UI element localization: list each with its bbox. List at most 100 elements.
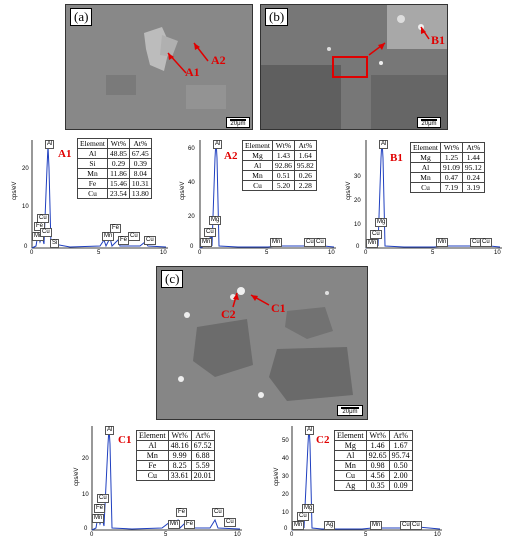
callout-C2: C2 <box>221 307 236 321</box>
peak-label-Cu: Cu <box>480 238 492 247</box>
table-row: Al 92.86 95.82 <box>242 160 317 171</box>
spectrum-B1-ytick: 0 <box>356 244 360 250</box>
panel-label-c: (c) <box>161 270 184 288</box>
table-row: Cu 7.19 3.19 <box>410 182 485 193</box>
table-header-cell: Element <box>242 140 273 151</box>
table-cell: Al <box>136 440 169 451</box>
table-header-cell: Wt% <box>440 142 463 153</box>
table-cell: 0.50 <box>388 460 413 471</box>
table-row: Ag 0.35 0.09 <box>334 480 413 491</box>
table-cell: 95.74 <box>388 450 413 461</box>
spectrum-B1-xtick: 0 <box>364 250 368 256</box>
table-header-cell: Element <box>77 138 108 149</box>
spectrum-A2-title: A2 <box>224 150 238 162</box>
peak-label-Cu: Cu <box>314 238 326 247</box>
scale-bar-a-text: 20μm <box>230 121 246 127</box>
peak-label-Mn: Mn <box>92 514 105 523</box>
spectrum-A2-ytick: 60 <box>188 146 195 152</box>
table-header-cell: At% <box>461 142 485 153</box>
peak-label-Mn: Mn <box>436 238 449 247</box>
table-row: Mg 1.46 1.67 <box>334 440 413 451</box>
table-header-cell: Element <box>334 430 367 441</box>
table-cell: 67.45 <box>128 148 152 159</box>
peak-label-Mn: Mn <box>370 521 383 530</box>
composition-table-A1: Element Wt% At% Al 48.85 67.45 Si 0.29 0.39 … <box>77 138 152 199</box>
peak-label-Cu: Cu <box>297 512 309 521</box>
table-cell: Cu <box>77 188 108 199</box>
spectrum-C2-ytick: 50 <box>282 438 289 444</box>
spectrum-C1-title: C1 <box>118 434 132 446</box>
table-row: Al 48.85 67.45 <box>77 148 152 159</box>
table-row: Cu 23.54 13.80 <box>77 188 152 199</box>
scale-bar-a: 20μm <box>226 117 250 128</box>
table-header-cell: Wt% <box>272 140 295 151</box>
table-cell: 0.09 <box>388 480 413 491</box>
peak-label-Al: Al <box>379 140 389 149</box>
table-row: Mn 9.99 6.88 <box>136 450 215 461</box>
peak-label-Si: Si <box>50 239 60 248</box>
spectrum-A2: cps/eV 60 40 20 0 0 5 10 Al Mg Cu Mn Mn … <box>178 138 338 266</box>
composition-table-C2: Element Wt% At% Mg 1.46 1.67 Al 92.65 95.74 … <box>334 430 413 491</box>
table-header-cell: At% <box>190 430 215 441</box>
table-cell: Mg <box>242 150 273 161</box>
table-row: Cu 33.61 20.01 <box>136 470 215 481</box>
callout-A2: A2 <box>211 53 226 67</box>
table-cell: 1.64 <box>293 150 317 161</box>
table-header-row: Element Wt% At% <box>136 430 215 441</box>
table-cell: 1.43 <box>272 150 295 161</box>
sem-image-c: (c) C2 C1 20μm <box>156 266 368 420</box>
table-cell: Al <box>77 148 108 159</box>
peak-label-Mn: Mn <box>366 239 379 248</box>
peak-label-Cu: Cu <box>97 494 109 503</box>
table-cell: 7.19 <box>440 182 463 193</box>
spectrum-C1-xtick: 0 <box>90 532 94 538</box>
spectrum-A1-xtick: 5 <box>97 250 101 256</box>
spectrum-B1-ytick: 20 <box>354 198 361 204</box>
spectrum-A2-ytick: 0 <box>190 244 194 250</box>
callout-arrows-a <box>167 42 209 74</box>
table-cell: 5.59 <box>190 460 215 471</box>
table-cell: 15.46 <box>107 178 130 189</box>
table-cell: Fe <box>136 460 169 471</box>
spectrum-B1-xtick: 5 <box>431 250 435 256</box>
table-cell: Mn <box>77 168 108 179</box>
table-cell: 10.31 <box>128 178 152 189</box>
spectrum-A1-title: A1 <box>58 148 72 160</box>
peak-label-Cu: Cu <box>40 228 52 237</box>
table-cell: Mn <box>136 450 169 461</box>
spectrum-B1: cps/eV 30 20 10 0 0 5 10 Al Mg Cu Mn Mn … <box>344 138 504 266</box>
table-cell: 23.54 <box>107 188 130 199</box>
spectrum-C2-xtick: 10 <box>434 532 441 538</box>
spectrum-C1-ytick: 20 <box>82 456 89 462</box>
sem-image-a: (a) A1 A2 20μm <box>65 4 253 130</box>
spectrum-C2-title: C2 <box>316 434 330 446</box>
table-cell: Al <box>242 160 273 171</box>
table-cell: 92.86 <box>272 160 295 171</box>
table-cell: 8.25 <box>167 460 192 471</box>
peak-label-Fe: Fe <box>34 222 46 231</box>
spectrum-A2-xtick: 10 <box>328 250 335 256</box>
table-cell: 95.12 <box>461 162 485 173</box>
table-cell: Mn <box>242 170 273 181</box>
table-cell: Mn <box>410 172 441 183</box>
peak-label-Cu: Cu <box>410 521 422 530</box>
table-row: Fe 15.46 10.31 <box>77 178 152 189</box>
table-cell: 3.19 <box>461 182 485 193</box>
table-cell: 13.80 <box>128 188 152 199</box>
table-cell: Si <box>77 158 108 169</box>
table-cell: 48.16 <box>167 440 192 451</box>
table-cell: 1.46 <box>365 440 390 451</box>
peak-label-Cu: Cu <box>144 236 156 245</box>
spectrum-C2-xtick: 0 <box>290 532 294 538</box>
peak-label-Mn: Mn <box>292 521 305 530</box>
table-header-cell: At% <box>128 138 152 149</box>
table-cell: Cu <box>334 470 367 481</box>
spectrum-C2-ytick: 40 <box>282 456 289 462</box>
peak-label-Fe: Fe <box>110 224 122 233</box>
table-cell: Mg <box>334 440 367 451</box>
table-row: Al 91.09 95.12 <box>410 162 485 173</box>
spectrum-A2-ytick: 40 <box>188 180 195 186</box>
table-cell: Al <box>334 450 367 461</box>
table-header-cell: Wt% <box>365 430 390 441</box>
callout-B1: B1 <box>431 33 446 47</box>
